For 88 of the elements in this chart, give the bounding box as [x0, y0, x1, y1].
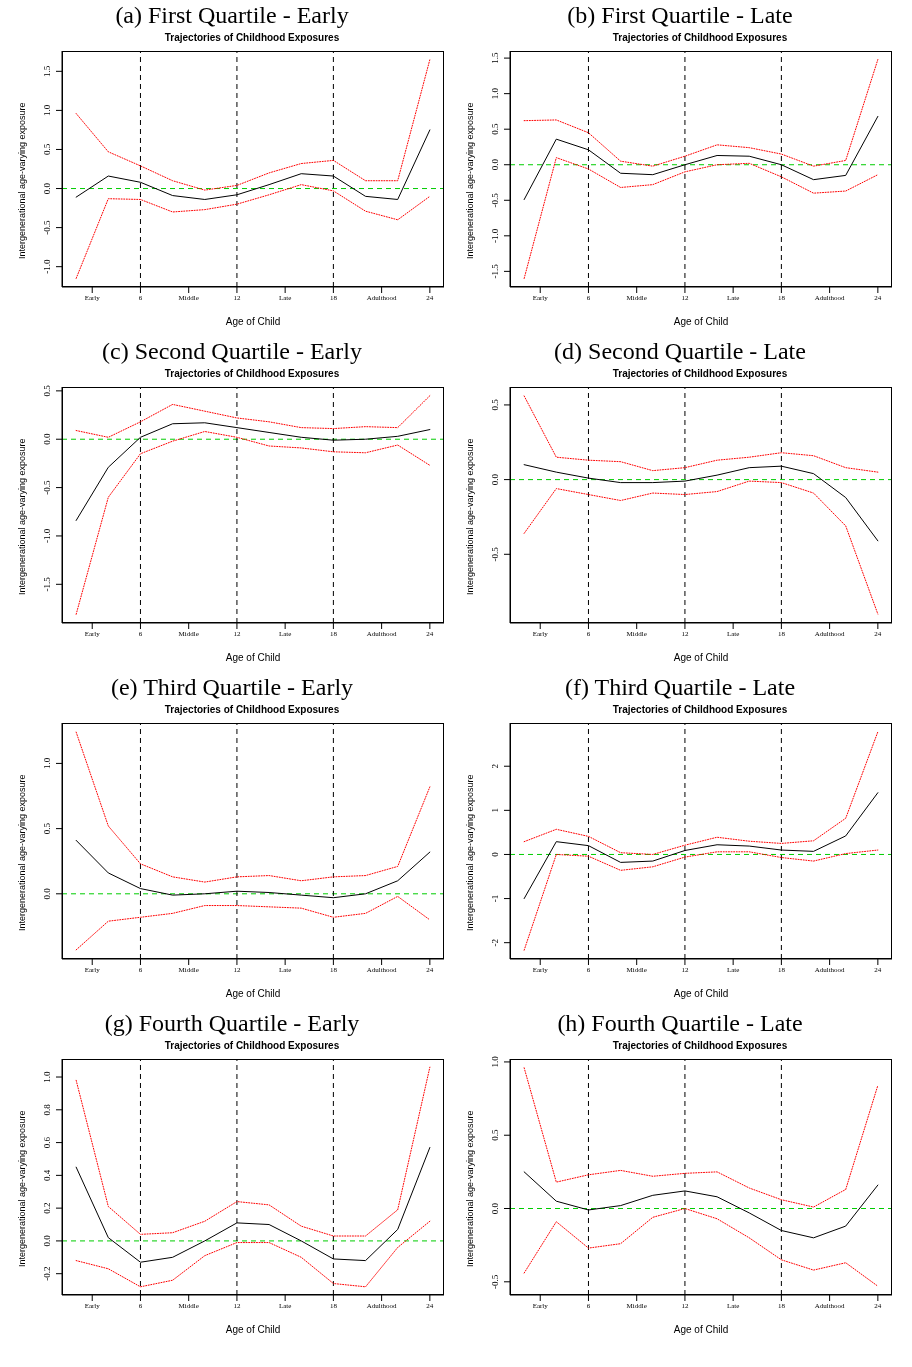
- y-tick-label: -1.5: [42, 576, 52, 592]
- chart-subtitle: Trajectories of Childhood Exposures: [611, 367, 789, 381]
- y-tick-label: -0.5: [490, 546, 500, 562]
- y-tick-label: -0.5: [490, 192, 500, 208]
- y-tick-label: -1: [490, 894, 500, 903]
- chart-subtitle: Trajectories of Childhood Exposures: [611, 1039, 789, 1053]
- chart-title: (d) Second Quartile - Late: [553, 337, 807, 366]
- chart-title: (f) Third Quartile - Late: [563, 673, 797, 702]
- y-tick-label: 0.5: [490, 1129, 500, 1141]
- line-series: [75, 731, 431, 883]
- y-tick-label: -0.5: [42, 479, 52, 495]
- y-tick-label: 0.6: [42, 1136, 52, 1149]
- x-axis-title: Age of Child: [225, 652, 281, 663]
- chart-subtitle: Trajectories of Childhood Exposures: [611, 31, 789, 45]
- chart-subtitle: Trajectories of Childhood Exposures: [163, 703, 341, 717]
- y-tick-label: -2: [490, 938, 500, 947]
- y-tick-label: 0.0: [42, 182, 52, 195]
- y-tick-label: -0.5: [490, 1274, 500, 1289]
- x-axis-title: Age of Child: [673, 1324, 729, 1335]
- line-series: [523, 480, 879, 615]
- y-axis-title: Intergenerational age-varying exposure: [17, 102, 28, 259]
- chart-title: (c) Second Quartile - Early: [101, 337, 363, 366]
- y-axis-title: Intergenerational age-varying exposure: [465, 1110, 476, 1267]
- y-tick-label: 1.0: [490, 1055, 500, 1068]
- line-series: [75, 184, 431, 279]
- x-axis-title: Age of Child: [225, 1324, 281, 1335]
- line-series: [75, 395, 431, 438]
- y-tick-label: 0.0: [490, 473, 500, 486]
- y-tick-label: 1.0: [490, 87, 500, 100]
- line-series: [523, 1208, 879, 1287]
- y-tick-label: -1.0: [490, 228, 500, 243]
- y-tick-label: 1.5: [42, 65, 52, 77]
- y-tick-label: 1.0: [42, 757, 52, 770]
- line-series: [75, 1066, 431, 1237]
- y-tick-label: -0.5: [42, 219, 52, 235]
- line-series: [523, 59, 879, 167]
- y-tick-label: 0.8: [42, 1103, 52, 1116]
- y-tick-label: 0.0: [42, 1234, 52, 1247]
- chart-title: (h) Fourth Quartile - Late: [556, 1009, 804, 1038]
- y-tick-label: 0: [490, 851, 500, 857]
- y-tick-label: 0.5: [42, 822, 52, 835]
- y-tick-label: 0.5: [490, 123, 500, 135]
- y-tick-label: 0.2: [42, 1202, 52, 1214]
- chart-subtitle: Trajectories of Childhood Exposures: [163, 1039, 341, 1053]
- line-series: [75, 59, 431, 191]
- y-axis-title: Intergenerational age-varying exposure: [465, 102, 476, 259]
- y-tick-label: -1.5: [490, 263, 500, 279]
- y-axis-title: Intergenerational age-varying exposure: [17, 1110, 28, 1267]
- y-tick-label: 1.0: [42, 1070, 52, 1083]
- y-axis-title: Intergenerational age-varying exposure: [17, 438, 28, 595]
- x-axis-title: Age of Child: [225, 316, 281, 327]
- y-tick-label: 0.5: [42, 384, 52, 397]
- y-tick-label: 0.4: [42, 1169, 52, 1181]
- line-series: [523, 1067, 879, 1208]
- y-tick-label: 0.0: [42, 433, 52, 445]
- y-tick-label: 1: [490, 808, 500, 813]
- line-series: [75, 895, 431, 951]
- chart-subtitle: Trajectories of Childhood Exposures: [163, 367, 341, 381]
- y-tick-label: 1.5: [490, 51, 500, 64]
- y-tick-label: 2: [490, 763, 500, 769]
- x-axis-title: Age of Child: [673, 652, 729, 663]
- line-series: [75, 430, 431, 615]
- chart-title: (a) First Quartile - Early: [114, 1, 350, 30]
- y-tick-label: -1.0: [42, 528, 52, 544]
- y-tick-label: 0.5: [490, 398, 500, 411]
- x-axis-title: Age of Child: [225, 988, 281, 999]
- line-series: [523, 849, 879, 951]
- y-tick-label: 0.0: [490, 158, 500, 171]
- y-axis-title: Intergenerational age-varying exposure: [17, 774, 28, 931]
- line-series: [523, 395, 879, 473]
- chart-subtitle: Trajectories of Childhood Exposures: [611, 703, 789, 717]
- y-tick-label: 0.5: [42, 143, 52, 156]
- y-axis-title: Intergenerational age-varying exposure: [465, 438, 476, 595]
- chart-title: (b) First Quartile - Late: [566, 1, 794, 30]
- line-series: [523, 731, 879, 855]
- y-tick-label: -0.2: [42, 1266, 52, 1281]
- y-tick-label: -1.0: [42, 259, 52, 274]
- x-axis-title: Age of Child: [673, 988, 729, 999]
- line-series: [523, 157, 879, 279]
- y-axis-title: Intergenerational age-varying exposure: [465, 774, 476, 931]
- chart-subtitle: Trajectories of Childhood Exposures: [163, 31, 341, 45]
- line-series: [75, 1220, 431, 1288]
- chart-title: (e) Third Quartile - Early: [109, 673, 355, 702]
- x-axis-title: Age of Child: [673, 316, 729, 327]
- y-tick-label: 1.0: [42, 104, 52, 117]
- y-tick-label: 0.0: [42, 887, 52, 900]
- y-tick-label: 0.0: [490, 1202, 500, 1215]
- chart-title: (g) Fourth Quartile - Early: [103, 1009, 361, 1038]
